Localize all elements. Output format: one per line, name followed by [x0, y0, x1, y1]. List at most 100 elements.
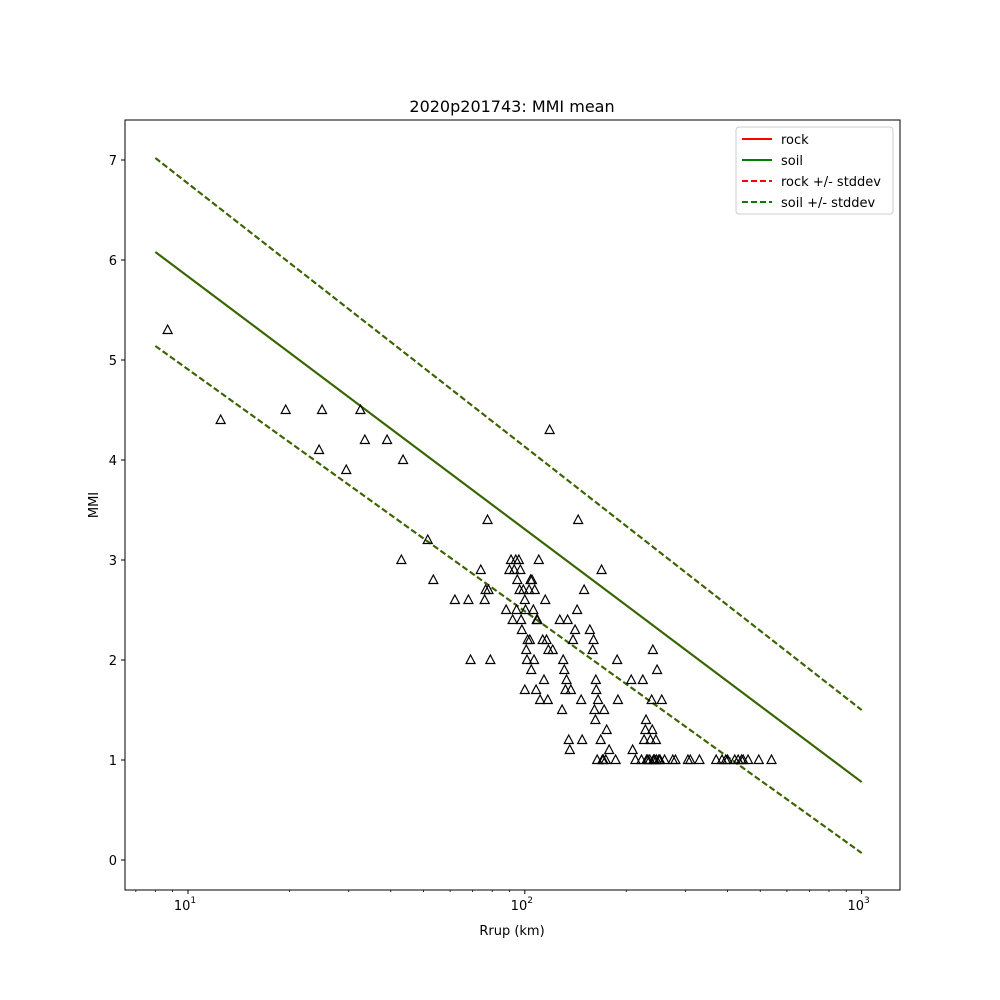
data-point [563, 733, 575, 745]
chart-title: 2020p201743: MMI mean [409, 97, 614, 116]
line-soil-stddev [154, 345, 863, 854]
data-point [572, 513, 584, 525]
y-axis-label: MMI [87, 492, 102, 518]
data-point [515, 613, 527, 625]
data-point [475, 563, 487, 575]
data-point [514, 563, 526, 575]
data-point [511, 573, 523, 585]
data-point [571, 603, 583, 615]
data-point [575, 693, 587, 705]
data-point [569, 623, 581, 635]
data-point [523, 583, 535, 595]
data-point [646, 693, 658, 705]
data-point [508, 563, 520, 575]
data-point [601, 723, 613, 735]
data-point [526, 573, 538, 585]
data-point [529, 583, 541, 595]
data-point [280, 403, 292, 415]
data-point [557, 653, 569, 665]
data-point [646, 723, 658, 735]
data-point [588, 703, 600, 715]
data-point [578, 583, 590, 595]
data-point [530, 683, 542, 695]
data-point [669, 753, 681, 765]
data-point [651, 663, 663, 675]
data-point [484, 653, 496, 665]
data-point [693, 753, 705, 765]
data-point [316, 403, 328, 415]
data-point [520, 603, 532, 615]
data-point [381, 433, 393, 445]
data-point [639, 723, 651, 735]
legend-label: soil +/- stddev [781, 196, 876, 211]
data-point [395, 553, 407, 565]
data-point [584, 623, 596, 635]
data-point [765, 753, 777, 765]
data-point [462, 593, 474, 605]
data-point [647, 643, 659, 655]
data-point [500, 603, 512, 615]
data-point [527, 603, 539, 615]
data-point [524, 633, 536, 645]
data-point [313, 443, 325, 455]
legend-label: rock +/- stddev [781, 175, 881, 190]
data-point [162, 323, 174, 335]
data-point [359, 433, 371, 445]
data-point [482, 583, 494, 595]
data-point [576, 733, 588, 745]
y-tick-label: 4 [109, 454, 117, 469]
data-point [541, 633, 553, 645]
data-point [638, 733, 650, 745]
data-point [591, 753, 603, 765]
data-point [640, 713, 652, 725]
x-axis: 101 102 103 [135, 890, 870, 914]
data-point [559, 683, 571, 695]
data-point [590, 673, 602, 685]
data-point [612, 693, 624, 705]
plot-frame [124, 119, 901, 891]
data-point [722, 753, 734, 765]
data-point [215, 413, 227, 425]
fit-lines [154, 157, 863, 854]
data-point [637, 673, 649, 685]
data-point [422, 533, 434, 545]
legend-box [735, 126, 894, 215]
data-point [556, 703, 568, 715]
y-tick-label: 2 [109, 654, 117, 669]
data-point [507, 613, 519, 625]
data-point [519, 593, 531, 605]
data-point [567, 633, 579, 645]
data-point [753, 753, 765, 765]
legend-label: soil [781, 154, 803, 169]
data-point [519, 683, 531, 695]
data-point [611, 653, 623, 665]
data-point [562, 613, 574, 625]
y-tick-label: 7 [109, 154, 117, 169]
data-point [650, 733, 662, 745]
data-point [517, 583, 529, 595]
data-point [684, 753, 696, 765]
data-point [427, 573, 439, 585]
plot-area [124, 119, 901, 891]
y-tick-label: 1 [109, 754, 117, 769]
x-tick-label: 101 [174, 896, 196, 914]
data-point [625, 673, 637, 685]
data-point [538, 673, 550, 685]
data-point [479, 593, 491, 605]
x-tick-exponent: 3 [864, 896, 870, 906]
data-point [587, 643, 599, 655]
data-points [162, 323, 777, 765]
data-point [397, 453, 409, 465]
data-point [592, 693, 604, 705]
data-point [513, 553, 525, 565]
data-point [525, 663, 537, 675]
data-point [588, 633, 600, 645]
data-point [590, 683, 602, 695]
data-point [544, 423, 556, 435]
x-axis-label: Rrup (km) [479, 924, 544, 939]
data-point [659, 753, 671, 765]
y-tick-label: 5 [109, 354, 117, 369]
data-point [465, 653, 477, 665]
x-tick-label: 102 [511, 896, 533, 914]
